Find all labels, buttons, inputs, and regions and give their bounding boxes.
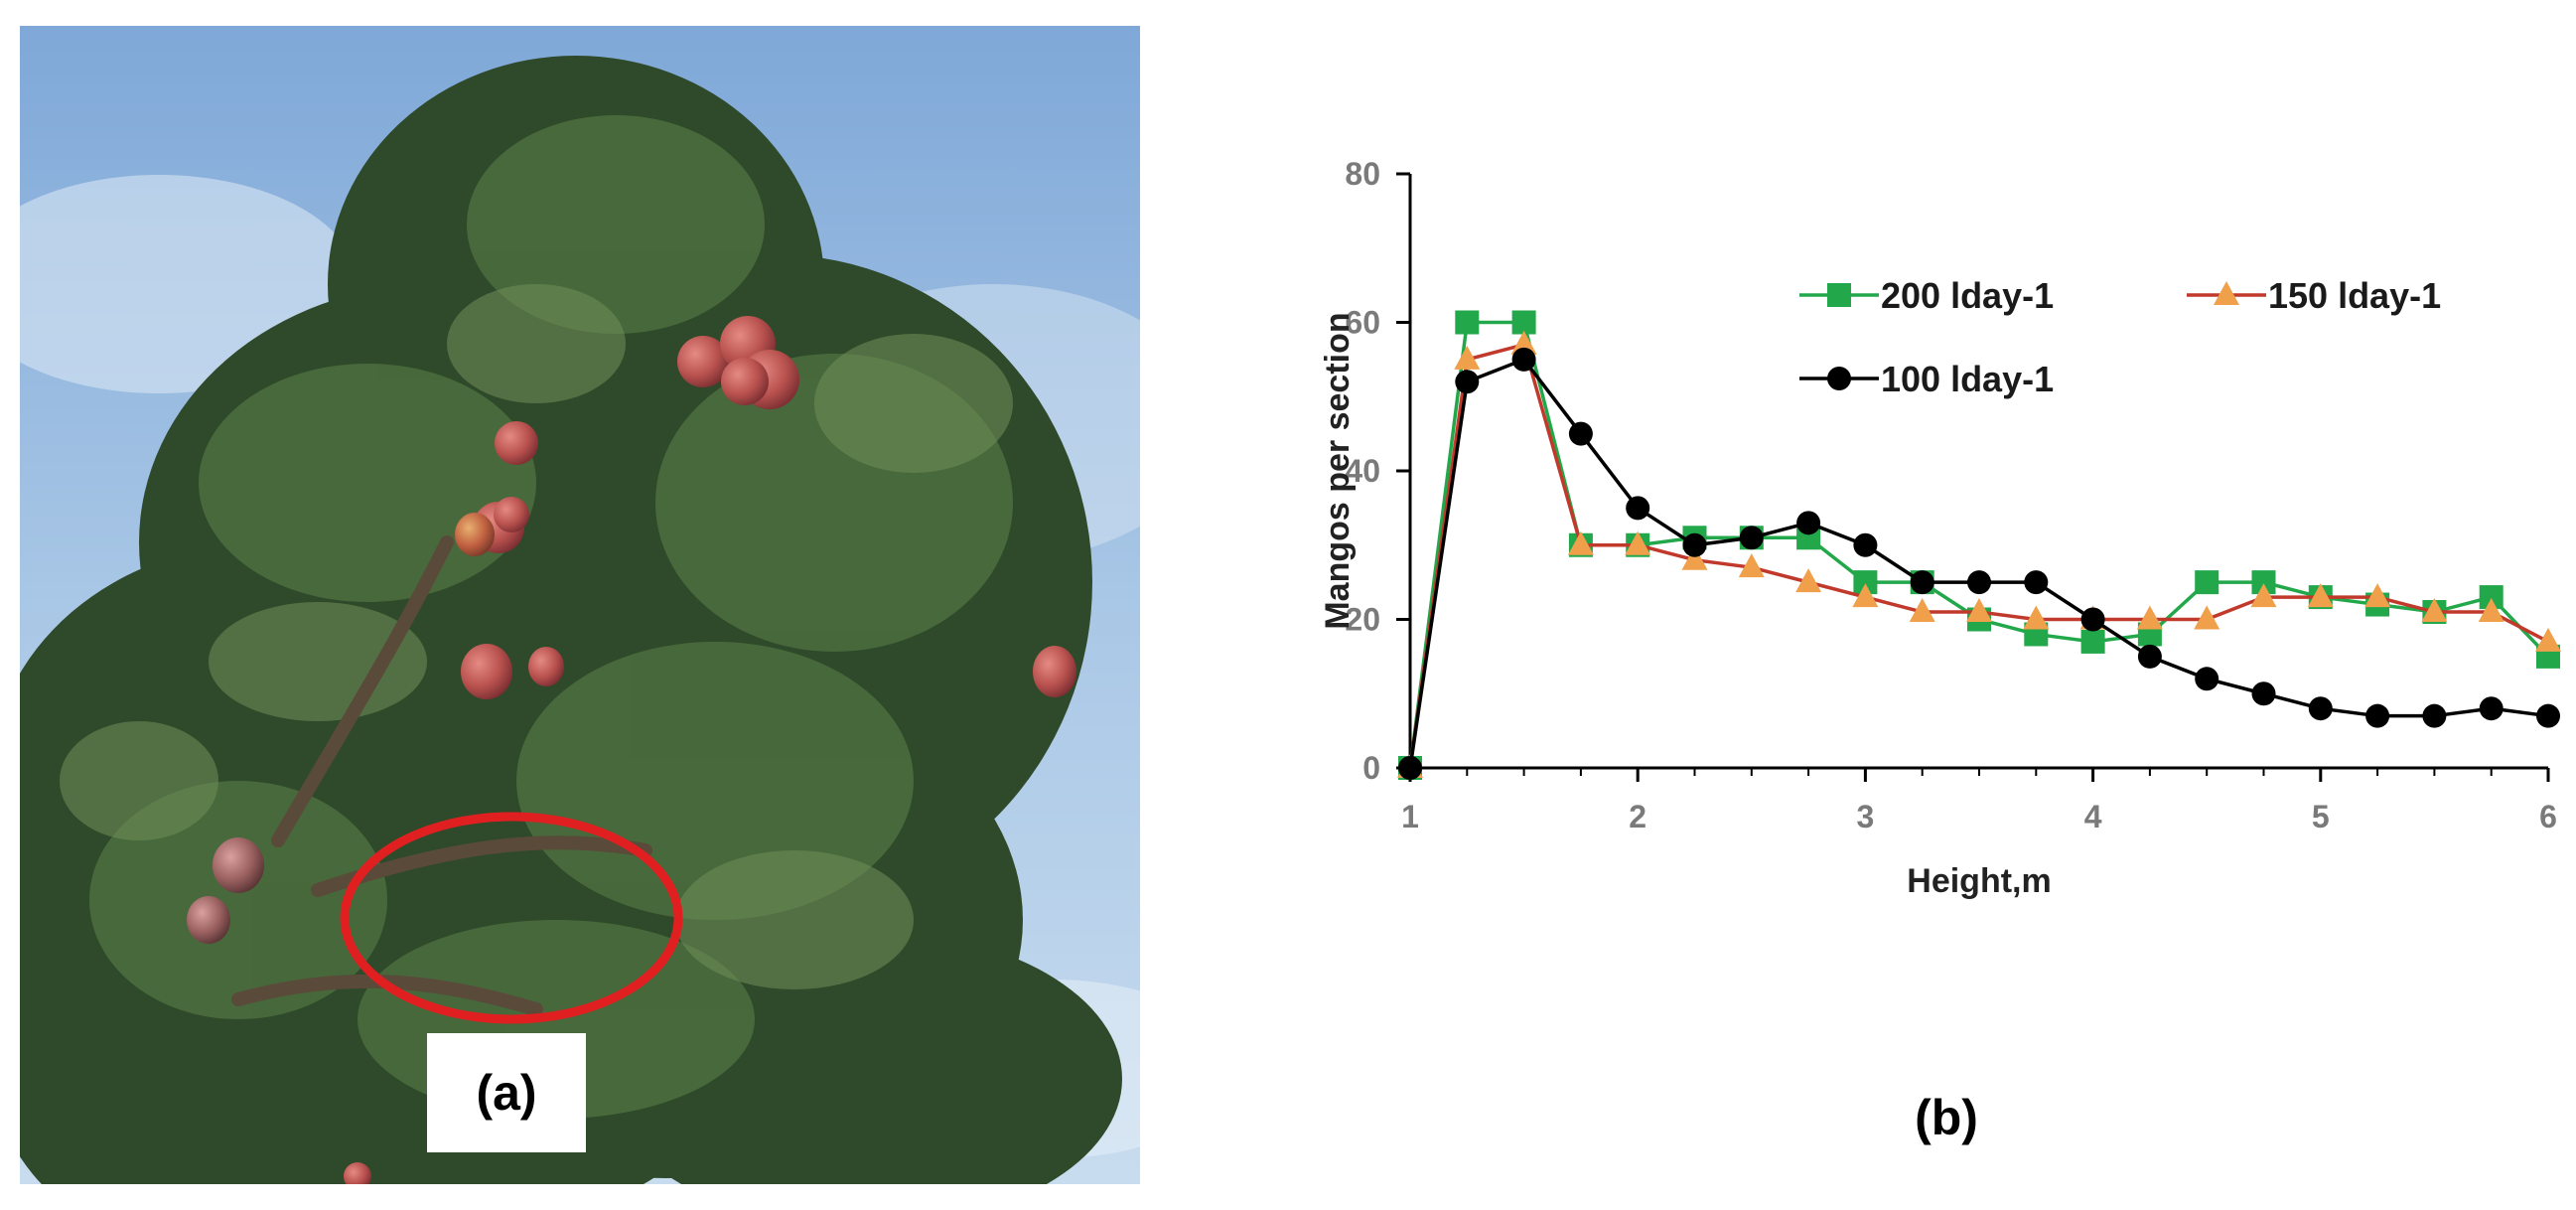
- x-tick-label: 6: [2539, 799, 2557, 834]
- data-point: [1455, 310, 1480, 335]
- panel-b-label: (b): [1915, 1090, 1978, 1145]
- x-tick-label: 5: [2312, 799, 2330, 834]
- x-tick-label: 1: [1401, 799, 1419, 834]
- data-point: [2307, 583, 2334, 608]
- data-point: [1795, 568, 1822, 593]
- data-point: [1852, 583, 1879, 608]
- legend-label: 150 lday-1: [2268, 275, 2441, 316]
- data-point: [2535, 627, 2561, 652]
- data-point: [1909, 598, 1935, 623]
- mango-tree-photo-icon: [20, 26, 1140, 1184]
- data-point: [2364, 583, 2391, 608]
- data-point: [2023, 605, 2050, 630]
- series-3: [1398, 347, 2560, 780]
- data-point: [1910, 570, 1934, 595]
- x-axis-title: Height,m: [1907, 862, 2051, 900]
- y-axis-title: Mangos per section: [1319, 312, 1357, 629]
- data-point: [2421, 598, 2448, 623]
- y-tick-label: 0: [1362, 750, 1380, 786]
- data-point: [2080, 629, 2105, 654]
- data-point: [2195, 667, 2219, 691]
- data-point: [1626, 496, 1650, 521]
- data-point: [1738, 553, 1765, 578]
- data-point: [2194, 605, 2220, 630]
- data-point: [1796, 511, 1821, 535]
- highlight-ellipse: [340, 812, 683, 1024]
- data-point: [1454, 345, 1481, 370]
- y-tick-label: 80: [1345, 156, 1380, 192]
- axes: 0 20 40 60 80 1 2 3 4 5 6: [1345, 156, 2556, 834]
- y-tick-label: 60: [1345, 305, 1380, 341]
- y-tick-label: 20: [1345, 602, 1380, 638]
- data-point: [1681, 545, 1708, 570]
- mangos-height-chart: 0 20 40 60 80 1 2 3 4 5 6 200 lday-1 150 lday-1 100 …: [1172, 0, 2576, 993]
- data-point: [1853, 532, 1878, 557]
- legend-marker: [2214, 281, 2239, 305]
- data-point: [2422, 703, 2447, 728]
- data-point: [1625, 530, 1651, 555]
- data-point: [1682, 532, 1707, 557]
- data-point: [2137, 644, 2162, 669]
- legend-entry: 100 lday-1: [1799, 359, 2054, 399]
- data-point: [2479, 696, 2504, 721]
- data-point: [2251, 681, 2276, 706]
- data-point: [1966, 598, 1992, 623]
- data-point: [1398, 756, 1422, 780]
- data-point: [2136, 605, 2163, 630]
- legend-marker: [1827, 367, 1851, 390]
- y-tick-label: 40: [1345, 453, 1380, 489]
- data-point: [1511, 310, 1536, 335]
- data-point: [1568, 421, 1593, 446]
- data-point: [2080, 607, 2105, 632]
- chart-svg: 0 20 40 60 80 1 2 3 4 5 6 200 lday-1 150 lday-1 100 …: [1319, 156, 2561, 900]
- data-point: [1455, 370, 1480, 394]
- data-point: [2308, 696, 2333, 721]
- legend-entry: 150 lday-1: [2187, 275, 2441, 316]
- data-point: [1510, 330, 1537, 355]
- data-point: [2365, 703, 2390, 728]
- data-point: [2536, 703, 2560, 728]
- x-tick-label: 3: [1857, 799, 1875, 834]
- panel-a-label: (a): [427, 1033, 586, 1152]
- data-point: [2478, 598, 2504, 623]
- data-point: [1739, 526, 1764, 550]
- legend-entry: 200 lday-1: [1799, 275, 2054, 316]
- data-point: [1967, 570, 1991, 595]
- x-tick-label: 2: [1629, 799, 1646, 834]
- data-point: [1511, 347, 1536, 372]
- series-layer: [1397, 310, 2561, 780]
- data-point: [2195, 570, 2219, 595]
- legend-label: 100 lday-1: [1881, 359, 2054, 399]
- legend: 200 lday-1 150 lday-1 100 lday-1: [1799, 275, 2441, 399]
- legend-marker: [1827, 283, 1851, 307]
- data-point: [2250, 583, 2277, 608]
- data-point: [2024, 570, 2049, 595]
- mango-tree-photo: [20, 26, 1140, 1184]
- legend-label: 200 lday-1: [1881, 275, 2054, 316]
- x-tick-label: 4: [2084, 799, 2102, 834]
- data-point: [1567, 530, 1594, 555]
